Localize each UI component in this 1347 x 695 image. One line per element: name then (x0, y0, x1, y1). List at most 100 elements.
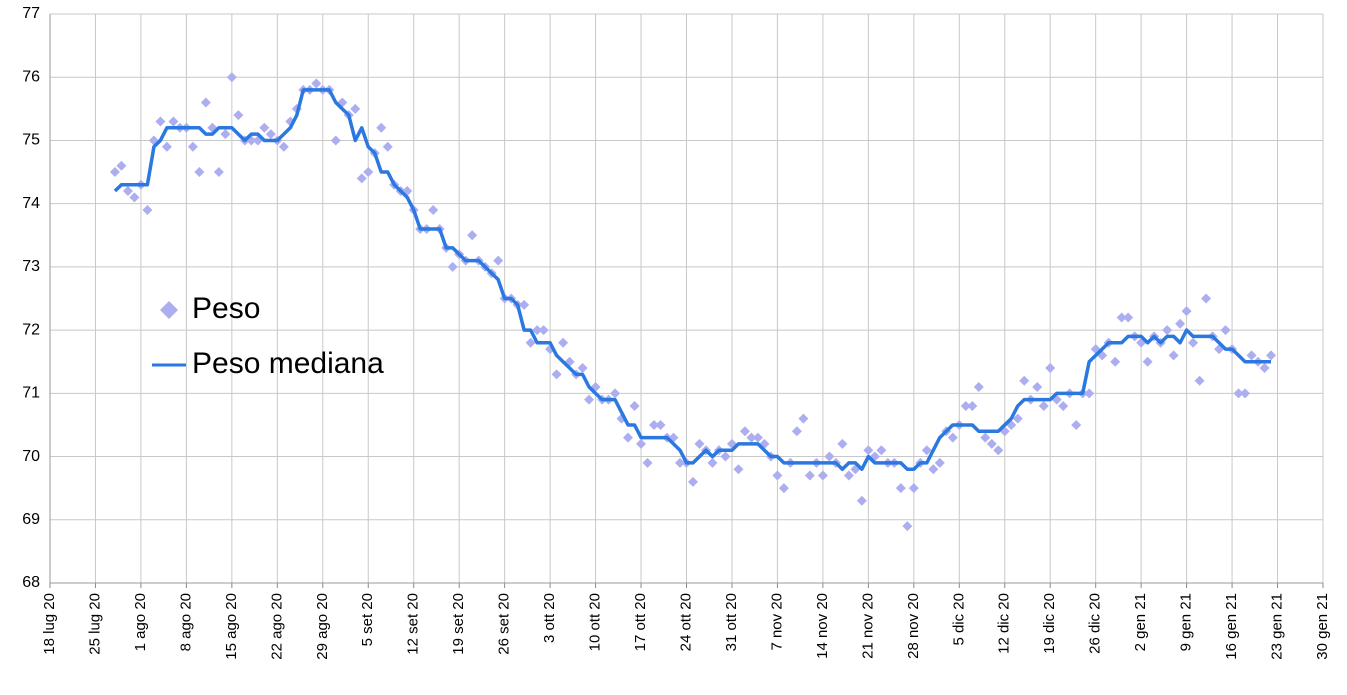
x-tick-label: 1 ago 20 (132, 593, 149, 651)
data-point (330, 135, 341, 146)
data-point (584, 394, 595, 405)
x-tick-label: 19 dic 20 (1041, 593, 1058, 654)
x-tick-label: 14 nov 20 (814, 593, 831, 659)
data-point (233, 110, 244, 121)
y-tick-label: 74 (22, 195, 40, 212)
data-point (675, 457, 686, 468)
data-point (447, 261, 458, 272)
y-tick-label: 68 (22, 574, 40, 591)
data-point (311, 78, 322, 89)
data-point (1012, 413, 1023, 424)
data-point (538, 325, 549, 336)
data-point (986, 438, 997, 449)
data-point (791, 426, 802, 437)
data-point (168, 116, 179, 127)
data-point (1168, 350, 1179, 361)
data-point (687, 476, 698, 487)
data-point (720, 451, 731, 462)
data-point (707, 457, 718, 468)
data-point (1181, 306, 1192, 317)
data-point (623, 432, 634, 443)
x-tick-label: 29 ago 20 (314, 593, 331, 660)
data-point (155, 116, 166, 127)
data-point (636, 438, 647, 449)
data-point (772, 470, 783, 481)
legend-label: Peso (192, 292, 260, 325)
data-point (187, 141, 198, 152)
data-point (220, 129, 231, 140)
data-point (265, 129, 276, 140)
y-tick-label: 69 (22, 511, 40, 528)
data-point (876, 445, 887, 456)
data-point (1175, 318, 1186, 329)
x-tick-label: 17 ott 20 (632, 593, 649, 651)
x-tick-label: 8 ago 20 (177, 593, 194, 651)
y-tick-label: 76 (22, 68, 40, 85)
data-point (908, 483, 919, 494)
y-tick-label: 70 (22, 448, 40, 465)
data-point (947, 432, 958, 443)
data-point (843, 470, 854, 481)
data-point (200, 97, 211, 108)
data-point (428, 204, 439, 215)
data-point (1220, 325, 1231, 336)
data-point (226, 72, 237, 83)
data-point (350, 103, 361, 114)
data-point (895, 483, 906, 494)
data-point (493, 255, 504, 266)
data-point (525, 337, 536, 348)
data-point (778, 483, 789, 494)
x-tick-label: 15 ago 20 (223, 593, 240, 660)
data-point (655, 419, 666, 430)
data-point (610, 388, 621, 399)
x-tick-label: 7 nov 20 (768, 593, 785, 651)
y-tick-label: 71 (22, 385, 40, 402)
x-tick-label: 9 gen 21 (1178, 593, 1195, 651)
y-tick-label: 77 (22, 5, 40, 22)
data-point (1233, 388, 1244, 399)
data-point (259, 122, 270, 133)
data-point (1116, 312, 1127, 323)
x-tick-label: 25 lug 20 (86, 593, 103, 655)
x-tick-label: 23 gen 21 (1269, 593, 1286, 660)
data-point (1188, 337, 1199, 348)
data-point (122, 186, 133, 197)
x-tick-label: 30 gen 21 (1314, 593, 1331, 660)
data-point (129, 192, 140, 203)
data-point (356, 173, 367, 184)
data-point (837, 438, 848, 449)
data-point (1259, 363, 1270, 374)
y-tick-label: 75 (22, 132, 40, 149)
legend-label: Peso mediana (192, 347, 384, 380)
x-tick-label: 26 dic 20 (1087, 593, 1104, 654)
x-tick-label: 5 dic 20 (950, 593, 967, 646)
data-point (921, 445, 932, 456)
data-point (558, 337, 569, 348)
data-point (1162, 325, 1173, 336)
legend-marker (160, 301, 178, 319)
data-point (733, 464, 744, 475)
data-point (1240, 388, 1251, 399)
data-point (1194, 375, 1205, 386)
data-point (973, 382, 984, 393)
data-point (116, 160, 127, 171)
x-tick-label: 3 ott 20 (541, 593, 558, 643)
x-tick-label: 31 ott 20 (723, 593, 740, 651)
data-point (1266, 350, 1277, 361)
x-tick-label: 21 nov 20 (859, 593, 876, 659)
data-point (856, 495, 867, 506)
data-point (804, 470, 815, 481)
data-point (1038, 400, 1049, 411)
x-tick-label: 18 lug 20 (41, 593, 58, 655)
x-tick-label: 16 gen 21 (1223, 593, 1240, 660)
data-point (1246, 350, 1257, 361)
data-point (960, 400, 971, 411)
x-tick-label: 12 dic 20 (996, 593, 1013, 654)
data-point (993, 445, 1004, 456)
data-point (824, 451, 835, 462)
data-point (694, 438, 705, 449)
data-point (1123, 312, 1134, 323)
data-point (1201, 293, 1212, 304)
data-point (519, 299, 530, 310)
